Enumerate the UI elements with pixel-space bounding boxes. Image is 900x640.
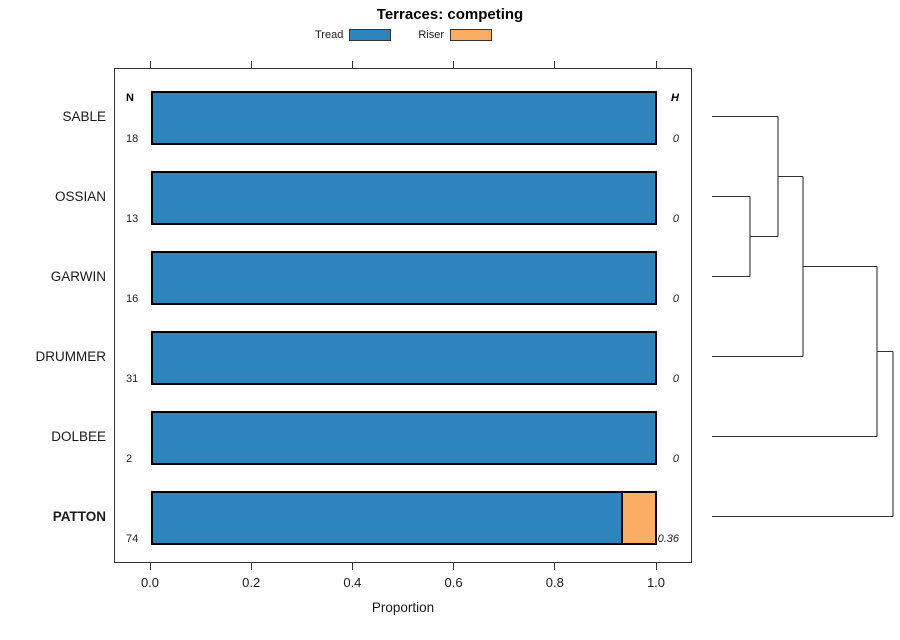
h-value: 0 <box>672 212 679 225</box>
n-column-header: N <box>126 91 134 104</box>
x-axis-tick <box>149 563 151 570</box>
bar-segment-tread <box>153 172 655 223</box>
bar-row: 31 0 <box>115 330 691 385</box>
h-value: 0 <box>672 452 679 465</box>
y-axis-label: SABLE <box>62 109 106 124</box>
x-axis-tick <box>554 563 556 570</box>
n-value: 2 <box>126 452 133 465</box>
h-value: 0.36 <box>657 532 679 545</box>
n-value: 13 <box>126 212 139 225</box>
dendrogram-lines <box>712 115 894 518</box>
plot-area: N H 18 0 13 0 16 0 <box>114 68 692 563</box>
stacked-bar <box>151 490 657 545</box>
bar-segment-riser <box>620 492 655 543</box>
x-axis-tick-label: 1.0 <box>646 575 666 590</box>
x-axis-tick <box>250 563 252 570</box>
bar-segment-tread <box>153 332 655 383</box>
x-axis-tick-label: 0.6 <box>444 575 463 590</box>
h-value: 0 <box>672 132 679 145</box>
x-axis-tick-top <box>351 61 353 68</box>
x-axis-tick-label: 0.0 <box>140 575 160 590</box>
x-axis-tick-label: 0.2 <box>242 575 261 590</box>
y-axis-label: DRUMMER <box>35 349 107 364</box>
legend-swatch-tread-icon <box>349 29 392 41</box>
bar-row: N H 18 0 <box>115 90 691 145</box>
x-axis-tick-top <box>655 61 657 68</box>
bar-row: 2 0 <box>115 410 691 465</box>
legend-label-riser: Riser <box>418 29 444 41</box>
h-value: 0 <box>672 292 679 305</box>
y-axis-label: DOLBEE <box>51 429 106 444</box>
stacked-bar <box>151 410 657 465</box>
x-axis-tick <box>655 563 657 570</box>
bar-segment-tread <box>153 412 655 463</box>
n-value: 74 <box>126 532 139 545</box>
x-axis-tick-top <box>453 61 455 68</box>
bar-segment-tread <box>153 492 621 543</box>
stacked-bar <box>151 330 657 385</box>
x-axis-tick <box>453 563 455 570</box>
x-axis-tick-label: 0.8 <box>545 575 564 590</box>
h-column-header: H <box>671 91 679 104</box>
bar-segment-tread <box>153 252 655 303</box>
chart-title: Terraces: competing <box>376 6 524 23</box>
dendrogram <box>712 115 894 518</box>
stacked-bar <box>151 170 657 225</box>
x-axis-tick-label: 0.4 <box>343 575 362 590</box>
x-axis-tick-top <box>554 61 556 68</box>
stacked-bar <box>151 250 657 305</box>
n-value: 31 <box>126 372 139 385</box>
x-axis-tick-top <box>149 61 151 68</box>
bar-row: 74 0.36 <box>115 490 691 545</box>
legend: Tread Riser <box>315 28 492 42</box>
bar-row: 16 0 <box>115 250 691 305</box>
y-axis-label: GARWIN <box>50 269 106 284</box>
x-axis-tick-top <box>250 61 252 68</box>
n-value: 16 <box>126 292 139 305</box>
y-axis-label: OSSIAN <box>54 189 106 204</box>
legend-swatch-riser-icon <box>450 29 492 41</box>
x-axis-title: Proportion <box>371 600 435 615</box>
bar-segment-tread <box>153 92 655 143</box>
stacked-bar <box>151 90 657 145</box>
n-value: 18 <box>126 132 139 145</box>
y-axis-label: PATTON <box>52 509 106 524</box>
x-axis-tick <box>351 563 353 570</box>
legend-label-tread: Tread <box>315 29 344 41</box>
bar-row: 13 0 <box>115 170 691 225</box>
h-value: 0 <box>672 372 679 385</box>
